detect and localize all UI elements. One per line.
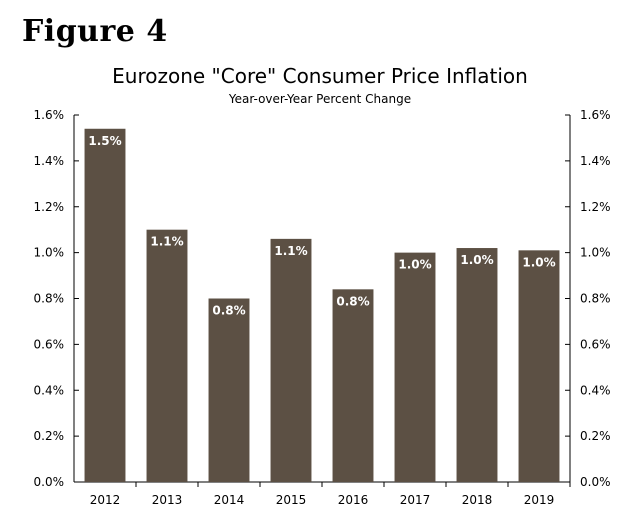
- y-tick-label-left: 0.4%: [34, 383, 65, 397]
- x-tick-label: 2013: [152, 493, 183, 507]
- y-tick-label-left: 1.0%: [34, 246, 65, 260]
- chart-bars: [84, 128, 560, 482]
- bar-data-label: 1.0%: [460, 253, 493, 267]
- y-tick-label-left: 0.0%: [34, 475, 65, 489]
- chart-title: Eurozone "Core" Consumer Price Inflation: [112, 64, 528, 88]
- figure-label: Figure 4: [22, 14, 168, 49]
- chart-data-labels: 1.5% 1.1% 0.8% 1.1% 0.8% 1.0% 1.0% 1.0%: [88, 134, 555, 318]
- bar-data-label: 1.5%: [88, 134, 121, 148]
- y-tick-label-right: 1.6%: [580, 108, 611, 122]
- bar-data-label: 1.1%: [274, 244, 307, 258]
- x-tick-label: 2015: [276, 493, 307, 507]
- x-tick-label: 2018: [462, 493, 493, 507]
- y-tick-label-right: 1.2%: [580, 200, 611, 214]
- bar-2017: [394, 252, 436, 482]
- x-tick-label: 2017: [400, 493, 431, 507]
- bar-data-label: 1.1%: [150, 235, 183, 249]
- y-tick-label-right: 0.4%: [580, 383, 611, 397]
- y-tick-label-left: 0.2%: [34, 429, 65, 443]
- y-tick-label-right: 0.0%: [580, 475, 611, 489]
- bar-2012: [84, 128, 126, 482]
- bar-data-label: 1.0%: [522, 255, 555, 269]
- y-tick-label-right: 0.2%: [580, 429, 611, 443]
- bar-2015: [270, 238, 312, 482]
- y-tick-label-right: 0.6%: [580, 337, 611, 351]
- y-tick-label-right: 1.4%: [580, 154, 611, 168]
- y-tick-label-left: 1.2%: [34, 200, 65, 214]
- bar-2018: [456, 248, 498, 482]
- bar-2014: [208, 298, 250, 482]
- bar-data-label: 1.0%: [398, 258, 431, 272]
- y-tick-label-left: 0.8%: [34, 292, 65, 306]
- bar-2013: [146, 229, 188, 482]
- chart-subtitle: Year-over-Year Percent Change: [228, 92, 411, 106]
- x-tick-label: 2014: [214, 493, 245, 507]
- y-tick-label-left: 1.4%: [34, 154, 65, 168]
- x-tick-label: 2019: [524, 493, 555, 507]
- y-tick-label-left: 1.6%: [34, 108, 65, 122]
- bar-2019: [518, 250, 560, 482]
- y-tick-label-right: 1.0%: [580, 246, 611, 260]
- bar-2016: [332, 289, 374, 482]
- bar-data-label: 0.8%: [212, 304, 245, 318]
- x-tick-label: 2012: [90, 493, 121, 507]
- x-tick-label: 2016: [338, 493, 369, 507]
- bar-data-label: 0.8%: [336, 294, 369, 308]
- y-tick-label-right: 0.8%: [580, 292, 611, 306]
- y-tick-label-left: 0.6%: [34, 337, 65, 351]
